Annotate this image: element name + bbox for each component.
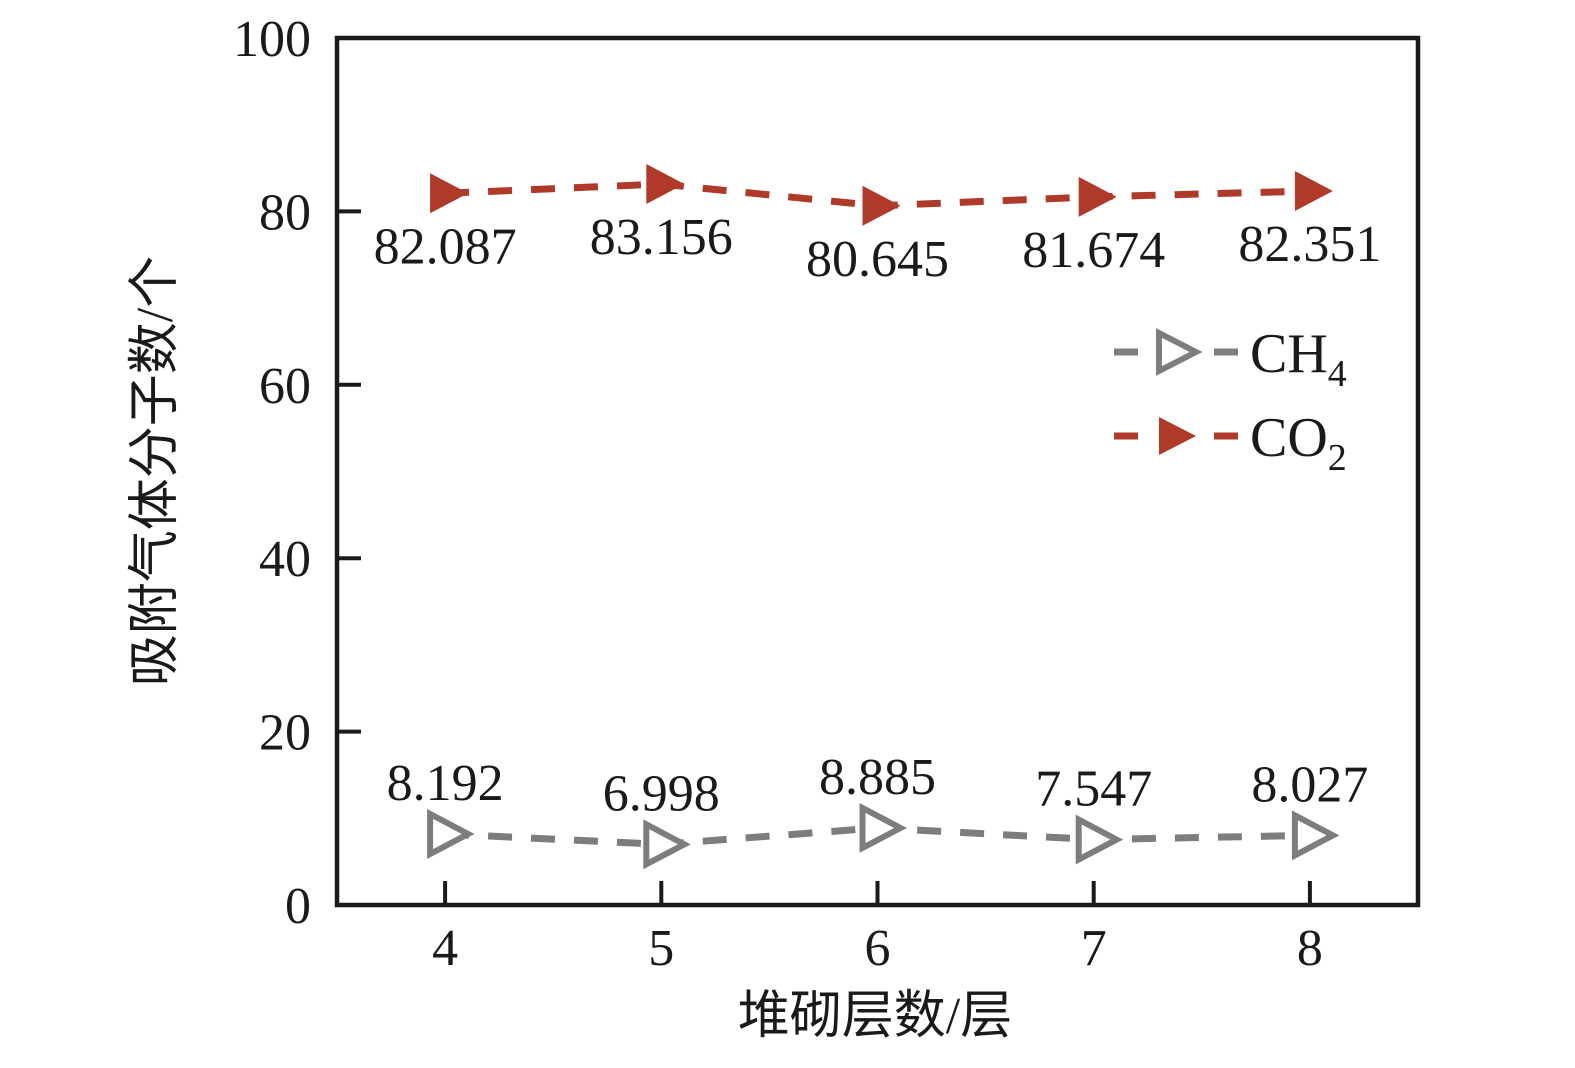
point-label-CH4-x6: 8.885: [819, 749, 936, 806]
marker-CH4-x7: [1075, 814, 1124, 865]
x-tick-label-4: 4: [432, 920, 458, 977]
legend-marker-ch4-icon: [1156, 328, 1203, 376]
y-tick-label-100: 100: [233, 11, 311, 68]
x-tick-label-8: 8: [1297, 920, 1323, 977]
marker-CO2-x5: [646, 164, 685, 205]
y-tick-label-20: 20: [259, 705, 311, 762]
y-tick-label-60: 60: [259, 358, 311, 415]
y-tick-label-40: 40: [259, 531, 311, 588]
point-label-CH4-x4: 8.192: [387, 755, 504, 812]
point-label-CH4-x5: 6.998: [603, 765, 720, 822]
marker-CH4-x6: [859, 802, 907, 853]
y-tick-label-80: 80: [259, 184, 311, 241]
point-label-CH4-x8: 8.027: [1251, 756, 1368, 813]
legend-label-co2: CO2: [1250, 407, 1347, 479]
legend-label-ch4: CH4: [1250, 323, 1347, 395]
point-label-CO2-x6: 80.645: [806, 231, 949, 288]
point-label-CO2-x8: 82.351: [1238, 216, 1381, 273]
marker-CH4-x8: [1291, 810, 1340, 861]
marker-CO2-x8: [1294, 171, 1333, 212]
x-tick-label-6: 6: [865, 920, 891, 977]
series-CH4: 8.192 6.998 8.885 7.547 8.027: [387, 749, 1368, 870]
y-axis-title: 吸附气体分子数/个: [127, 256, 184, 686]
point-label-CO2-x5: 83.156: [590, 209, 733, 266]
marker-CO2-x4: [430, 173, 469, 214]
point-label-CO2-x4: 82.087: [374, 218, 517, 275]
legend-item-co2: CO2: [1114, 407, 1347, 479]
series-CO2: 82.087 83.156 80.645 81.674 82.351: [374, 164, 1381, 288]
marker-CH4-x5: [643, 819, 691, 870]
legend-marker-co2-icon: [1159, 417, 1196, 455]
marker-CO2-x7: [1078, 176, 1117, 217]
legend-item-ch4: CH4: [1114, 323, 1347, 395]
x-tick-label-5: 5: [648, 920, 674, 977]
point-label-CH4-x7: 7.547: [1035, 761, 1152, 818]
legend: CH4 CO2: [1114, 323, 1347, 479]
x-axis-title: 堆砌层数/层: [738, 988, 1012, 1045]
y-tick-label-0: 0: [285, 878, 311, 935]
x-tick-label-7: 7: [1081, 920, 1107, 977]
marker-CO2-x6: [862, 185, 901, 226]
point-label-CO2-x7: 81.674: [1022, 222, 1165, 279]
marker-CH4-x4: [427, 809, 475, 859]
